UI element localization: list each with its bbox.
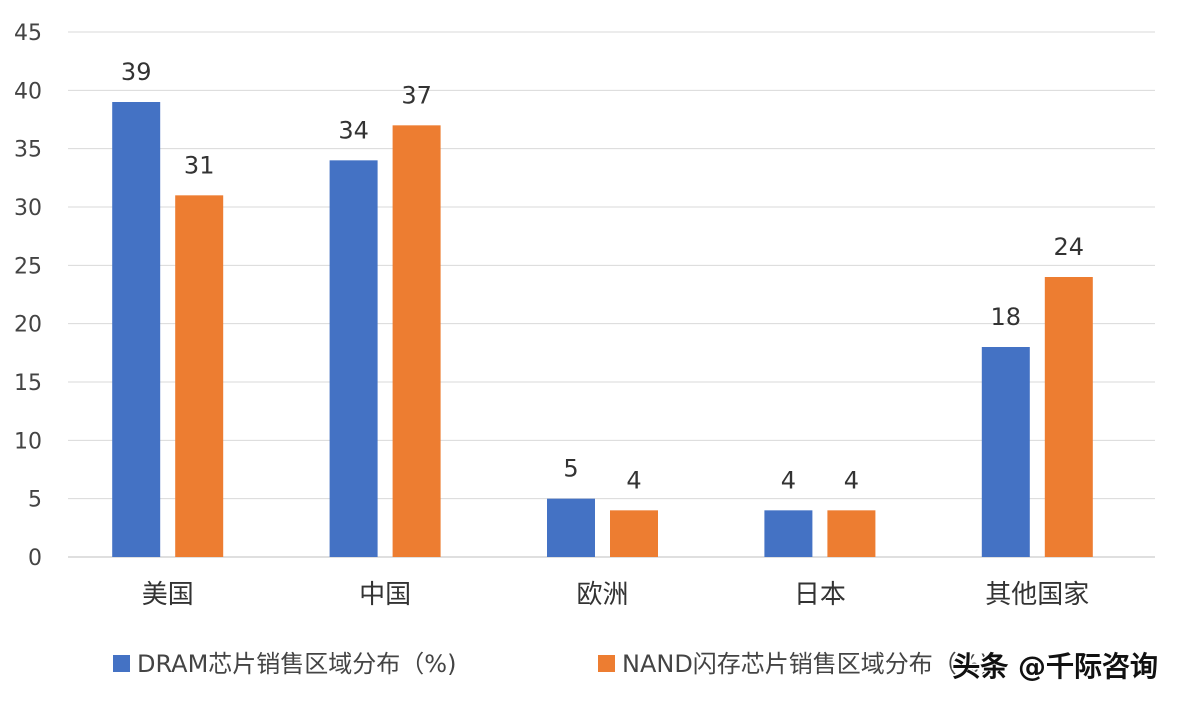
bar-nand	[175, 195, 224, 558]
bar-dram	[981, 347, 1030, 557]
y-tick-label: 30	[14, 196, 42, 221]
bar-dram	[764, 510, 813, 557]
y-tick-label: 0	[28, 546, 42, 571]
legend-swatch	[113, 655, 130, 672]
data-label: 5	[563, 455, 578, 483]
bar-nand	[392, 125, 441, 557]
data-label: 34	[338, 116, 369, 144]
y-tick-label: 25	[14, 254, 42, 279]
y-tick-label: 45	[14, 21, 42, 46]
data-label: 31	[184, 151, 215, 179]
legend-swatch	[598, 655, 615, 672]
x-tick-label: 日本	[794, 580, 846, 610]
bar-dram	[112, 102, 161, 557]
y-tick-label: 20	[14, 313, 42, 338]
bar-dram	[547, 498, 595, 557]
y-tick-label: 40	[14, 79, 42, 104]
data-label: 24	[1054, 233, 1085, 261]
x-tick-label: 中国	[359, 580, 411, 610]
legend-label: DRAM芯片销售区域分布（%)	[137, 650, 456, 678]
x-tick-label: 欧洲	[576, 580, 628, 610]
bar-nand	[1044, 277, 1093, 557]
x-tick-label: 美国	[142, 580, 194, 610]
data-label: 18	[991, 303, 1022, 331]
data-label: 4	[781, 466, 796, 494]
data-label: 4	[626, 466, 641, 494]
x-tick-label: 其他国家	[985, 580, 1089, 610]
legend-label: NAND闪存芯片销售区域分布（%)	[622, 650, 989, 678]
bar-dram	[329, 160, 378, 558]
bar-nand	[827, 510, 876, 557]
y-tick-label: 15	[14, 371, 42, 396]
y-tick-label: 10	[14, 429, 42, 454]
y-tick-label: 35	[14, 138, 42, 163]
data-label: 37	[401, 81, 432, 109]
bar-nand	[610, 510, 658, 557]
watermark: 头条 @千际咨询	[952, 650, 1158, 683]
y-tick-label: 5	[28, 488, 42, 513]
data-label: 39	[121, 58, 152, 86]
data-label: 4	[844, 466, 859, 494]
